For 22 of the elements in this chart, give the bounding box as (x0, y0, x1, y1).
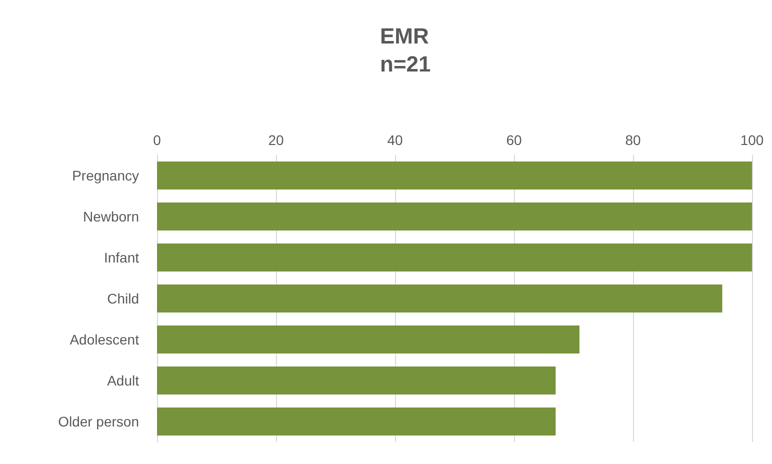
bar (157, 366, 556, 394)
y-tick-label: Adolescent (70, 332, 140, 348)
y-tick-label: Older person (58, 414, 139, 430)
x-tick-label: 100 (740, 132, 764, 148)
bar (157, 326, 580, 354)
x-tick-label: 80 (625, 132, 641, 148)
y-tick-label: Adult (107, 372, 140, 388)
x-tick-label: 40 (387, 132, 403, 148)
chart-subtitle: n=21 (380, 52, 431, 76)
bar (157, 202, 752, 230)
bar (157, 244, 752, 272)
x-tick-label: 20 (268, 132, 284, 148)
bar (157, 284, 722, 312)
chart-title: EMR (380, 24, 429, 48)
y-tick-label: Infant (104, 250, 140, 266)
x-tick-label: 60 (506, 132, 522, 148)
bar (157, 162, 752, 190)
bar (157, 408, 556, 436)
x-tick-label: 0 (153, 132, 162, 148)
y-tick-label: Newborn (82, 208, 139, 224)
y-tick-label: Pregnancy (72, 168, 139, 184)
y-tick-label: Child (107, 290, 139, 306)
